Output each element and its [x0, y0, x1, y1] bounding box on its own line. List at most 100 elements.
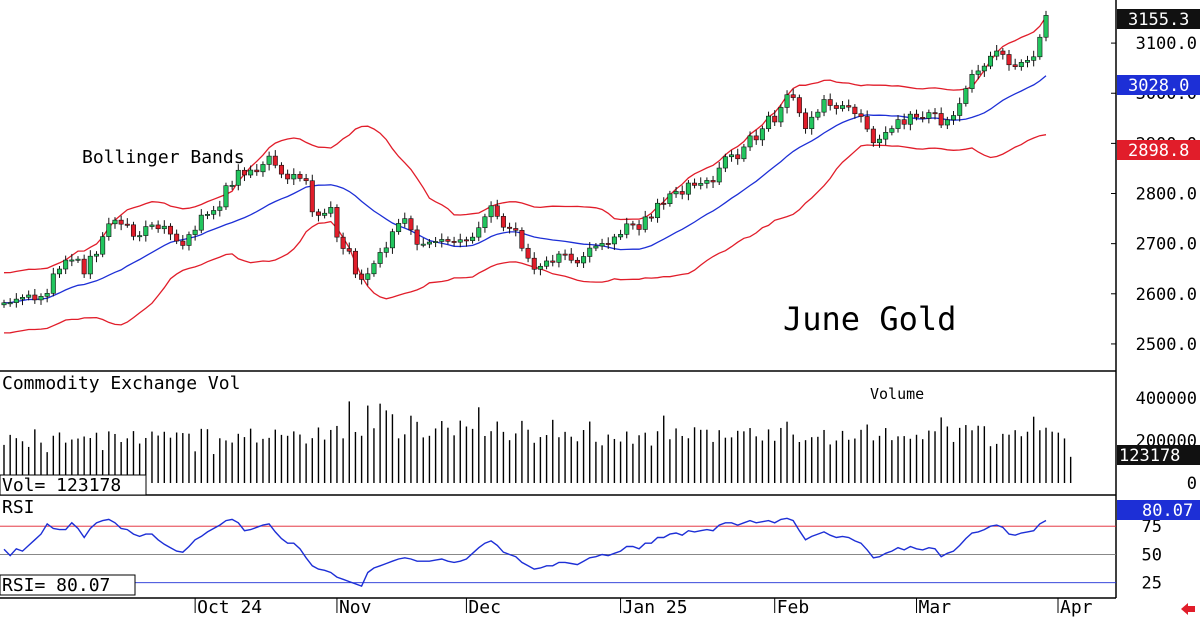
- candle-body: [457, 239, 463, 243]
- candle-body: [938, 113, 944, 126]
- middle-band-box: [1117, 75, 1200, 95]
- candle-body: [1037, 36, 1043, 58]
- volume-tick-label: 400000: [1136, 389, 1197, 409]
- candle-body: [451, 241, 457, 243]
- candle-body: [766, 115, 772, 130]
- candle-body: [137, 235, 143, 238]
- candle-body: [75, 258, 81, 261]
- candle-body: [1000, 50, 1006, 55]
- price-tick-label: 2700.0: [1136, 235, 1197, 255]
- x-month-label: Feb: [777, 597, 810, 618]
- candle-body: [729, 154, 735, 158]
- x-month-label: Nov: [339, 597, 372, 618]
- candle-body: [710, 180, 716, 183]
- x-month-label: Jan 25: [623, 597, 688, 618]
- chart-title: June Gold: [783, 300, 956, 338]
- candle-body: [507, 226, 513, 229]
- candle-body: [352, 250, 358, 275]
- volume-readout: Vol= 123178: [0, 474, 147, 496]
- price-tick-label: 2500.0: [1136, 335, 1197, 355]
- candle-body: [667, 193, 673, 204]
- last-price-readout: 3155.3: [1117, 9, 1200, 30]
- candle-body: [809, 116, 815, 129]
- candle-body: [642, 216, 648, 230]
- volume-panel-title: Commodity Exchange Vol: [2, 373, 240, 394]
- candle-body: [858, 113, 864, 117]
- candle-body: [920, 117, 926, 119]
- candle-body: [673, 191, 679, 195]
- candle-body: [994, 50, 1000, 57]
- lower-band-line: [3, 134, 1047, 334]
- candle-body: [747, 135, 753, 148]
- candle-body: [1025, 60, 1031, 63]
- rsi-last-box: [1117, 500, 1200, 520]
- candle-body: [433, 241, 439, 243]
- candle-body: [969, 74, 975, 89]
- volume-readout-box: [0, 474, 147, 496]
- candle-body: [50, 273, 56, 294]
- candle-body: [895, 119, 901, 129]
- candle-body: [1006, 54, 1012, 66]
- candle-body: [692, 182, 698, 186]
- rsi-reference-lines: [0, 525, 1116, 584]
- rsi-tick-label: 75: [1142, 517, 1162, 537]
- candle-body: [685, 182, 691, 195]
- rsi-last-value: 80.07: [1142, 501, 1193, 521]
- candle-body: [1018, 62, 1024, 68]
- candle-body: [741, 146, 747, 160]
- candle-body: [568, 253, 574, 261]
- candle-body: [285, 173, 291, 180]
- x-month-label: Apr: [1060, 597, 1093, 618]
- candle-body: [519, 230, 525, 249]
- candle-body: [340, 236, 346, 249]
- x-axis: Oct 24 Nov Dec Jan 25 Feb Mar Apr: [194, 597, 1093, 618]
- price-tick-label: 3100.0: [1136, 34, 1197, 54]
- candlestick-series: [1, 10, 1049, 308]
- candle-body: [192, 229, 198, 235]
- candle-body: [636, 224, 642, 230]
- candle-body: [420, 243, 426, 246]
- candle-body: [778, 107, 784, 123]
- candle-body: [155, 224, 161, 230]
- candle-body: [217, 206, 223, 211]
- rsi-panel-title: RSI: [2, 497, 35, 518]
- candle-body: [463, 239, 469, 242]
- candle-body: [846, 105, 852, 108]
- candle-body: [346, 248, 352, 252]
- candle-body: [69, 259, 75, 262]
- candle-body: [698, 183, 704, 186]
- candle-body: [550, 260, 556, 263]
- candle-body: [870, 128, 876, 144]
- candle-body: [500, 216, 506, 228]
- candle-body: [56, 268, 62, 275]
- rsi-series: [3, 517, 1047, 587]
- panel-frames: [0, 0, 1117, 599]
- candle-body: [260, 164, 266, 173]
- candle-body: [100, 236, 106, 255]
- candle-body: [963, 88, 969, 104]
- candle-body: [679, 191, 685, 195]
- candle-body: [130, 224, 136, 237]
- scroll-right-arrow-icon[interactable]: [1181, 603, 1195, 615]
- candle-body: [833, 105, 839, 109]
- candle-body: [1043, 15, 1049, 38]
- candle-body: [32, 294, 38, 301]
- candle-body: [907, 113, 913, 125]
- candle-body: [544, 260, 550, 267]
- candle-body: [753, 135, 759, 141]
- price-tick-label: 2600.0: [1136, 285, 1197, 305]
- candle-body: [445, 239, 451, 242]
- candle-body: [315, 211, 321, 216]
- middle-band-value: 3028.0: [1128, 76, 1189, 96]
- candle-body: [525, 247, 531, 259]
- candle-body: [309, 180, 315, 213]
- candle-body: [864, 116, 870, 130]
- x-month-label: Mar: [919, 597, 952, 618]
- volume-last-value: 123178: [1119, 446, 1180, 466]
- candle-body: [648, 216, 654, 219]
- candle-body: [926, 112, 932, 119]
- candle-body: [426, 241, 432, 245]
- candle-body: [494, 205, 500, 217]
- middle-band-readout: 3028.0: [1117, 75, 1200, 96]
